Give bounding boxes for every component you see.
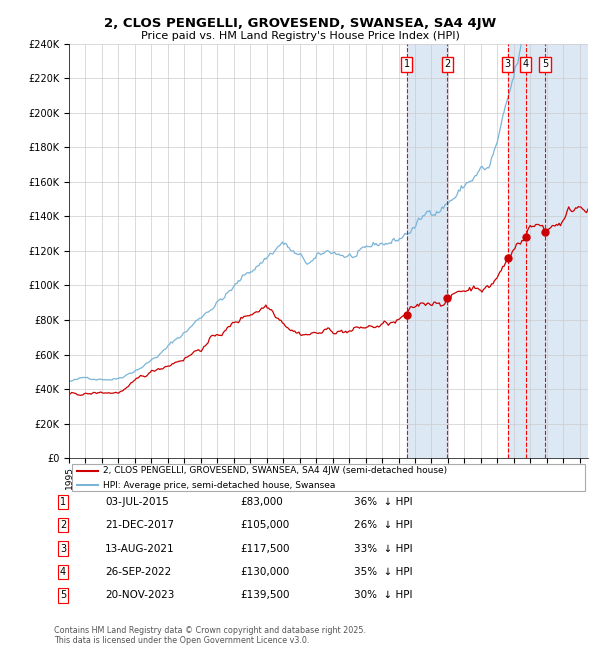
Text: 2, CLOS PENGELLI, GROVESEND, SWANSEA, SA4 4JW (semi-detached house): 2, CLOS PENGELLI, GROVESEND, SWANSEA, SA… — [103, 466, 447, 475]
Text: 26%  ↓ HPI: 26% ↓ HPI — [354, 520, 413, 530]
Text: 03-JUL-2015: 03-JUL-2015 — [105, 497, 169, 507]
Text: 5: 5 — [60, 590, 66, 601]
Text: 1: 1 — [60, 497, 66, 507]
Text: 1: 1 — [404, 59, 410, 70]
Text: HPI: Average price, semi-detached house, Swansea: HPI: Average price, semi-detached house,… — [103, 481, 335, 490]
Text: £117,500: £117,500 — [240, 543, 290, 554]
Text: £139,500: £139,500 — [240, 590, 290, 601]
Text: 26-SEP-2022: 26-SEP-2022 — [105, 567, 171, 577]
Text: 3: 3 — [505, 59, 511, 70]
Text: 2: 2 — [60, 520, 66, 530]
Text: 20-NOV-2023: 20-NOV-2023 — [105, 590, 175, 601]
Text: This data is licensed under the Open Government Licence v3.0.: This data is licensed under the Open Gov… — [54, 636, 310, 645]
Text: £105,000: £105,000 — [240, 520, 289, 530]
Text: £83,000: £83,000 — [240, 497, 283, 507]
Text: 21-DEC-2017: 21-DEC-2017 — [105, 520, 174, 530]
Text: £130,000: £130,000 — [240, 567, 289, 577]
Text: 2: 2 — [445, 59, 451, 70]
Text: 3: 3 — [60, 543, 66, 554]
Text: 36%  ↓ HPI: 36% ↓ HPI — [354, 497, 413, 507]
Bar — [407, 44, 448, 458]
Text: 35%  ↓ HPI: 35% ↓ HPI — [354, 567, 413, 577]
Text: 2, CLOS PENGELLI, GROVESEND, SWANSEA, SA4 4JW: 2, CLOS PENGELLI, GROVESEND, SWANSEA, SA… — [104, 17, 496, 30]
Text: 5: 5 — [542, 59, 548, 70]
Text: 30%  ↓ HPI: 30% ↓ HPI — [354, 590, 413, 601]
Text: 4: 4 — [60, 567, 66, 577]
Text: Contains HM Land Registry data © Crown copyright and database right 2025.: Contains HM Land Registry data © Crown c… — [54, 626, 366, 635]
Bar — [508, 44, 588, 458]
Text: 33%  ↓ HPI: 33% ↓ HPI — [354, 543, 413, 554]
Text: Price paid vs. HM Land Registry's House Price Index (HPI): Price paid vs. HM Land Registry's House … — [140, 31, 460, 41]
FancyBboxPatch shape — [71, 463, 586, 491]
Text: 13-AUG-2021: 13-AUG-2021 — [105, 543, 175, 554]
Text: 4: 4 — [523, 59, 529, 70]
